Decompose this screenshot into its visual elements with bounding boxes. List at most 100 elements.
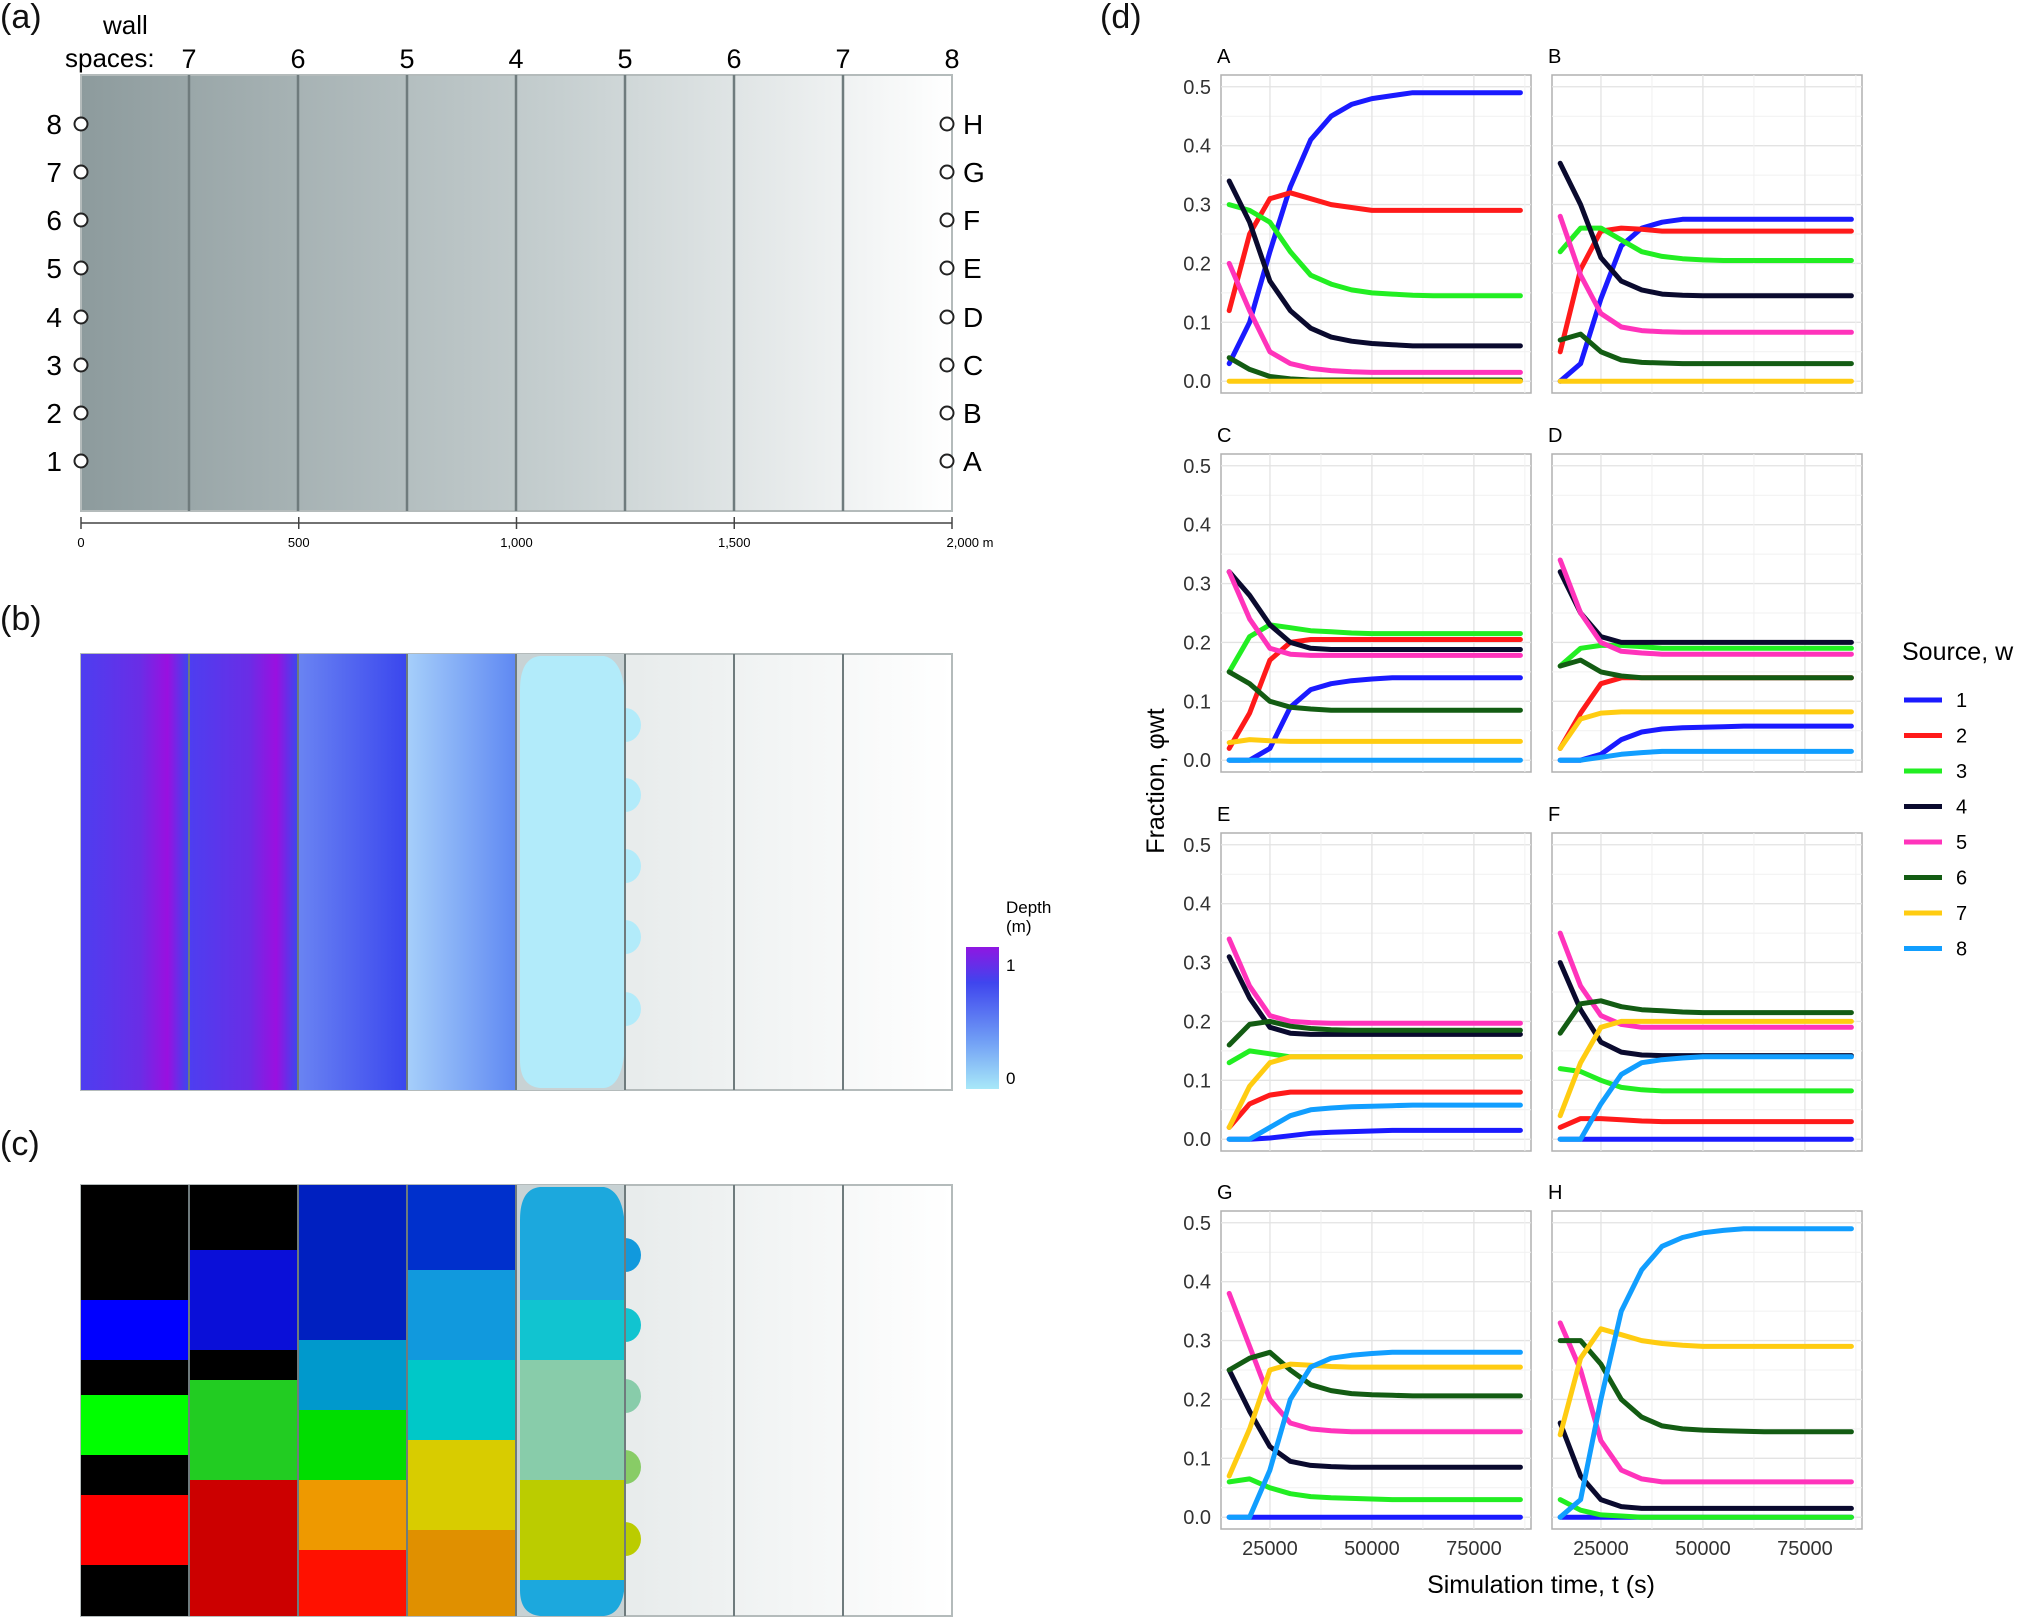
series-line-5: [1557, 930, 1854, 1030]
series-line-4: [1557, 1420, 1854, 1511]
observation-point-marker: [939, 405, 955, 421]
series-line-8: [1557, 1054, 1854, 1142]
source-map-strip-3: [298, 1185, 407, 1616]
spaces-label: spaces:: [65, 43, 155, 73]
observation-point-label: 5: [46, 253, 62, 284]
series-line-4: [1557, 160, 1854, 299]
observation-point-label: B: [963, 398, 982, 429]
y-tick-label: 0.0: [1183, 1129, 1211, 1151]
series-line-7: [1557, 1326, 1854, 1438]
series-line-6: [1557, 998, 1854, 1036]
y-tick-label: 0.5: [1183, 835, 1211, 857]
series-line-8: [1557, 1226, 1854, 1520]
y-tick-label: 0.0: [1183, 1507, 1211, 1529]
legend-label: 8: [1956, 939, 1967, 961]
legend-label: 2: [1956, 726, 1967, 748]
y-tick-label: 0.4: [1183, 1272, 1211, 1294]
series-line-4: [1226, 954, 1523, 1037]
source-map-strip-4: [407, 1185, 516, 1616]
legend-title: Source, w: [1902, 638, 2014, 666]
series-line-8: [1226, 1349, 1523, 1520]
observation-point-marker: [939, 116, 955, 132]
series-line-8: [1226, 1102, 1523, 1142]
observation-point-marker: [73, 164, 89, 180]
facet-panel-B: B: [1548, 46, 1863, 394]
facet-strip-label: A: [1217, 46, 1231, 68]
y-tick-label: 0.3: [1183, 574, 1211, 596]
panel-d-label: (d): [1100, 0, 1142, 36]
observation-point-label: 4: [46, 302, 62, 333]
series-line-5: [1226, 569, 1523, 658]
depth-strip-3: [298, 654, 407, 1090]
y-tick-label: 0.4: [1183, 515, 1211, 537]
legend-label: 3: [1956, 761, 1967, 783]
depth-colorbar: [966, 947, 999, 1089]
panel-d: A 0.0 0.1 0.2 0.3 0.4 0.5 B C 0.0 0.1 0.2 0.3 0.4 0.5 D…: [1142, 46, 2014, 1599]
observation-point-marker: [73, 405, 89, 421]
wall-space-number: 6: [290, 44, 305, 74]
x-tick-label: 75000: [1777, 1538, 1833, 1560]
facet-strip-label: E: [1217, 804, 1230, 826]
facet-strip-label: F: [1548, 804, 1560, 826]
depth-legend-max: 1: [1006, 956, 1015, 975]
facet-strip-label: B: [1548, 46, 1561, 68]
series-line-5: [1557, 213, 1854, 335]
facet-strip-label: H: [1548, 1182, 1562, 1204]
series-line-7: [1557, 709, 1854, 751]
observation-point-label: H: [963, 109, 983, 140]
series-line-7: [1557, 1018, 1854, 1119]
y-tick-label: 0.1: [1183, 312, 1211, 334]
facet-panel-H: H 25000 50000 75000: [1548, 1182, 1863, 1560]
series-line-3: [1557, 1497, 1854, 1520]
observation-point-label: D: [963, 302, 983, 333]
series-line-5: [1226, 260, 1523, 375]
observation-point-marker: [73, 309, 89, 325]
flood-lobes: [625, 708, 641, 1026]
observation-point-marker: [73, 453, 89, 469]
series-line-3: [1226, 202, 1523, 299]
facet-panel-E: E 0.0 0.1 0.2 0.3 0.4 0.5: [1183, 804, 1532, 1152]
wall-lines: [187, 75, 845, 511]
observation-point-label: A: [963, 446, 982, 477]
panel-a-label: (a): [0, 0, 42, 36]
y-tick-label: 0.2: [1183, 1389, 1211, 1411]
series-line-5: [1226, 936, 1523, 1026]
legend-label: 4: [1956, 797, 1967, 819]
series-line-6: [1226, 1018, 1523, 1048]
series-line-4: [1226, 178, 1523, 349]
series-line-1: [1226, 675, 1523, 763]
facet-strip-label: D: [1548, 425, 1562, 447]
x-axis-title: Simulation time, t (s): [1427, 1571, 1655, 1599]
series-line-2: [1226, 637, 1523, 751]
depth-legend: Depth (m) 1 0: [966, 898, 1051, 1089]
panel-c-label: (c): [0, 1125, 40, 1163]
observation-point-marker: [73, 357, 89, 373]
observation-point-label: G: [963, 157, 985, 188]
facet-strip-label: G: [1217, 1182, 1233, 1204]
y-tick-label: 0.1: [1183, 1070, 1211, 1092]
y-tick-label: 0.0: [1183, 371, 1211, 393]
observation-point-label: 8: [46, 109, 62, 140]
wall-space-number: 6: [726, 44, 741, 74]
facet-panel-G: G 0.0 0.1 0.2 0.3 0.4 0.5 25000 50000 75000: [1183, 1182, 1532, 1560]
observation-point-label: 1: [46, 446, 62, 477]
y-tick-label: 0.2: [1183, 1011, 1211, 1033]
observation-point-label: 6: [46, 205, 62, 236]
legend-label: 1: [1956, 690, 1967, 712]
series-legend: Source, w 1 2 3 4 5 6 7 8: [1902, 638, 2014, 961]
x-tick-label: 50000: [1344, 1538, 1400, 1560]
depth-strip-2: [189, 654, 298, 1090]
y-tick-label: 0.3: [1183, 1331, 1211, 1353]
panel-b-label: (b): [0, 600, 42, 638]
wall-space-number: 7: [181, 44, 196, 74]
y-tick-label: 0.4: [1183, 136, 1211, 158]
series-line-5: [1226, 1290, 1523, 1435]
y-axis-title: Fraction, φwt: [1142, 708, 1170, 853]
series-line-6: [1557, 657, 1854, 681]
observation-point-label: E: [963, 253, 982, 284]
x-tick-label: 75000: [1446, 1538, 1502, 1560]
wall-space-number: 5: [617, 44, 632, 74]
wall-space-number: 4: [508, 44, 523, 74]
